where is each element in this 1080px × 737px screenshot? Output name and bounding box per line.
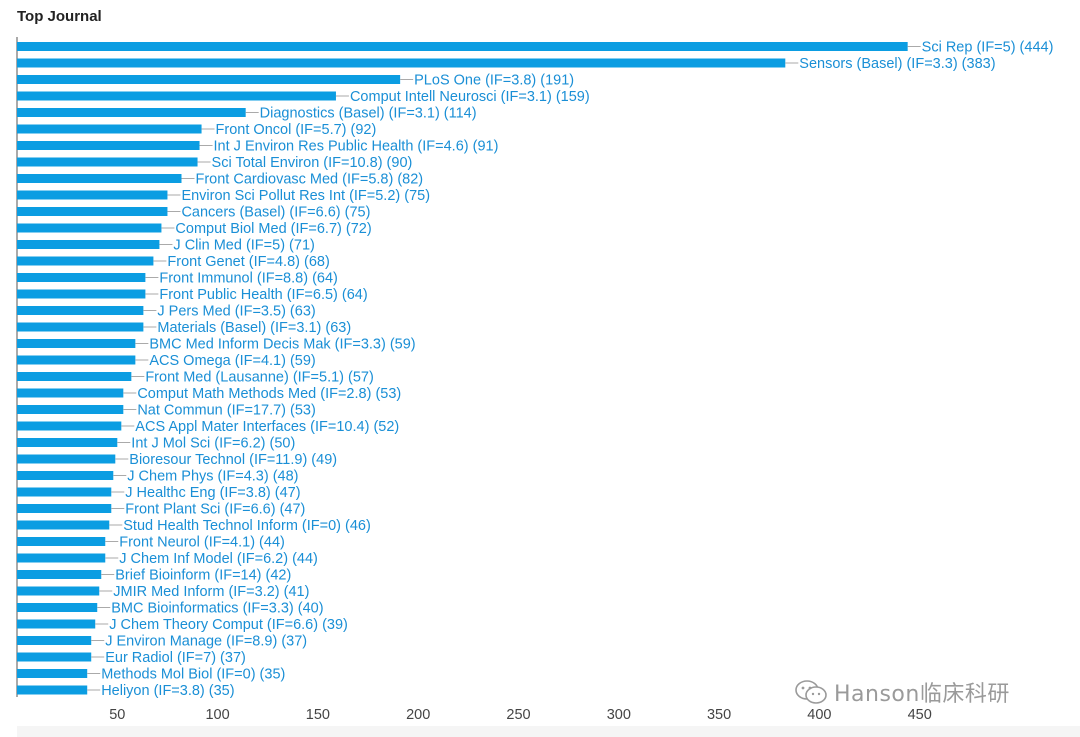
bar xyxy=(17,388,124,398)
bar-label: Sensors (Basel) (IF=3.3) (383) xyxy=(799,56,995,72)
bottom-band xyxy=(17,726,1080,737)
bar xyxy=(17,537,106,546)
bar xyxy=(17,520,110,530)
bar xyxy=(17,223,162,233)
bar-label: BMC Bioinformatics (IF=3.3) (40) xyxy=(111,601,323,617)
bar-label: Nat Commun (IF=17.7) (53) xyxy=(137,403,316,419)
bar xyxy=(17,58,786,68)
bar-label: Materials (Basel) (IF=3.1) (63) xyxy=(157,320,351,336)
bar xyxy=(17,256,154,266)
bar-label: J Chem Theory Comput (IF=6.6) (39) xyxy=(109,617,348,633)
bar-label: J Chem Inf Model (IF=6.2) (44) xyxy=(119,551,318,567)
bar-label: JMIR Med Inform (IF=3.2) (41) xyxy=(113,584,309,600)
bar-label: Front Immunol (IF=8.8) (64) xyxy=(159,271,337,287)
bar xyxy=(17,685,88,695)
bar xyxy=(17,339,136,348)
bar xyxy=(17,75,401,84)
bar-label: Front Plant Sci (IF=6.6) (47) xyxy=(125,502,305,518)
x-tick-label: 300 xyxy=(607,707,631,723)
bar xyxy=(17,570,102,579)
bar xyxy=(17,289,146,299)
bar-label: Front Oncol (IF=5.7) (92) xyxy=(216,122,377,138)
bar-label: J Clin Med (IF=5) (71) xyxy=(173,238,314,254)
leaders-layer xyxy=(87,46,921,691)
bar-label: Front Cardiovasc Med (IF=5.8) (82) xyxy=(195,172,423,188)
bar xyxy=(17,636,92,645)
bar-label: Eur Radiol (IF=7) (37) xyxy=(105,650,246,666)
bar-label: J Environ Manage (IF=8.9) (37) xyxy=(105,634,307,650)
bar-label: Methods Mol Biol (IF=0) (35) xyxy=(101,667,285,683)
bar xyxy=(17,652,92,662)
bar-label: Front Genet (IF=4.8) (68) xyxy=(167,254,329,270)
bar xyxy=(17,438,118,447)
bar xyxy=(17,669,88,678)
bar xyxy=(17,405,124,414)
x-tick-label: 250 xyxy=(506,707,530,723)
x-tick-label: 400 xyxy=(807,707,831,723)
watermark: Hanson临床科研 xyxy=(794,676,1010,708)
bar-label: Brief Bioinform (IF=14) (42) xyxy=(115,568,291,584)
bar xyxy=(17,174,182,183)
bar-label: Cancers (Basel) (IF=6.6) (75) xyxy=(181,205,370,221)
bars-layer xyxy=(17,42,908,695)
bar-label: Int J Environ Res Public Health (IF=4.6)… xyxy=(214,139,499,155)
bar xyxy=(17,421,122,431)
bar-label: Stud Health Technol Inform (IF=0) (46) xyxy=(123,518,371,534)
bar-label: Front Med (Lausanne) (IF=5.1) (57) xyxy=(145,370,373,386)
bar-label: Diagnostics (Basel) (IF=3.1) (114) xyxy=(260,106,477,122)
watermark-text: Hanson临床科研 xyxy=(834,682,1010,707)
bar-label: Comput Math Methods Med (IF=2.8) (53) xyxy=(137,386,401,402)
bar xyxy=(17,619,96,629)
bar-label: PLoS One (IF=3.8) (191) xyxy=(414,73,574,89)
bar xyxy=(17,240,160,249)
bar xyxy=(17,124,202,134)
bar xyxy=(17,306,144,315)
bar xyxy=(17,91,336,101)
bar-label: Sci Total Environ (IF=10.8) (90) xyxy=(212,155,413,171)
bar xyxy=(17,207,168,216)
bar xyxy=(17,322,144,332)
bar xyxy=(17,504,112,513)
x-tick-label: 350 xyxy=(707,707,731,723)
x-tick-label: 100 xyxy=(205,707,229,723)
bar xyxy=(17,487,112,497)
bar-label: J Pers Med (IF=3.5) (63) xyxy=(157,304,315,320)
bar xyxy=(17,273,146,282)
bar-label: BMC Med Inform Decis Mak (IF=3.3) (59) xyxy=(149,337,415,353)
x-tick-label: 200 xyxy=(406,707,430,723)
bar xyxy=(17,454,116,464)
bar-label: Heliyon (IF=3.8) (35) xyxy=(101,683,234,699)
bar-label: ACS Appl Mater Interfaces (IF=10.4) (52) xyxy=(135,419,399,435)
bar-label: Comput Intell Neurosci (IF=3.1) (159) xyxy=(350,89,590,105)
bar-label: Bioresour Technol (IF=11.9) (49) xyxy=(129,452,337,468)
bar xyxy=(17,190,168,200)
x-tick-label: 50 xyxy=(109,707,125,723)
bar xyxy=(17,553,106,563)
x-axis-ticks: 50 100 150 200 250 300 350 400 450 xyxy=(109,707,932,723)
labels-layer: Sci Rep (IF=5) (444)Sensors (Basel) (IF=… xyxy=(101,40,1053,700)
bar xyxy=(17,108,246,117)
bar xyxy=(17,586,100,596)
bar xyxy=(17,372,132,381)
bar-label: J Healthc Eng (IF=3.8) (47) xyxy=(125,485,300,501)
bar xyxy=(17,42,908,51)
x-tick-label: 450 xyxy=(908,707,932,723)
bar xyxy=(17,471,114,480)
bar xyxy=(17,157,198,167)
chart-title: Top Journal xyxy=(17,8,102,25)
bar xyxy=(17,141,200,150)
bar-label: Front Public Health (IF=6.5) (64) xyxy=(159,287,367,303)
x-tick-label: 150 xyxy=(306,707,330,723)
bar-label: Front Neurol (IF=4.1) (44) xyxy=(119,535,285,551)
bar-label: Int J Mol Sci (IF=6.2) (50) xyxy=(131,436,295,452)
bar-label: Environ Sci Pollut Res Int (IF=5.2) (75) xyxy=(181,188,430,204)
bar xyxy=(17,355,136,365)
bar-label: J Chem Phys (IF=4.3) (48) xyxy=(127,469,298,485)
bar xyxy=(17,603,98,612)
bar-label: ACS Omega (IF=4.1) (59) xyxy=(149,353,315,369)
wechat-icon xyxy=(795,680,827,704)
bar-label: Comput Biol Med (IF=6.7) (72) xyxy=(175,221,371,237)
bar-label: Sci Rep (IF=5) (444) xyxy=(922,40,1054,56)
